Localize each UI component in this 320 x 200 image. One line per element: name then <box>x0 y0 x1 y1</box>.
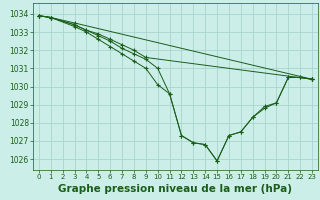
X-axis label: Graphe pression niveau de la mer (hPa): Graphe pression niveau de la mer (hPa) <box>59 184 292 194</box>
